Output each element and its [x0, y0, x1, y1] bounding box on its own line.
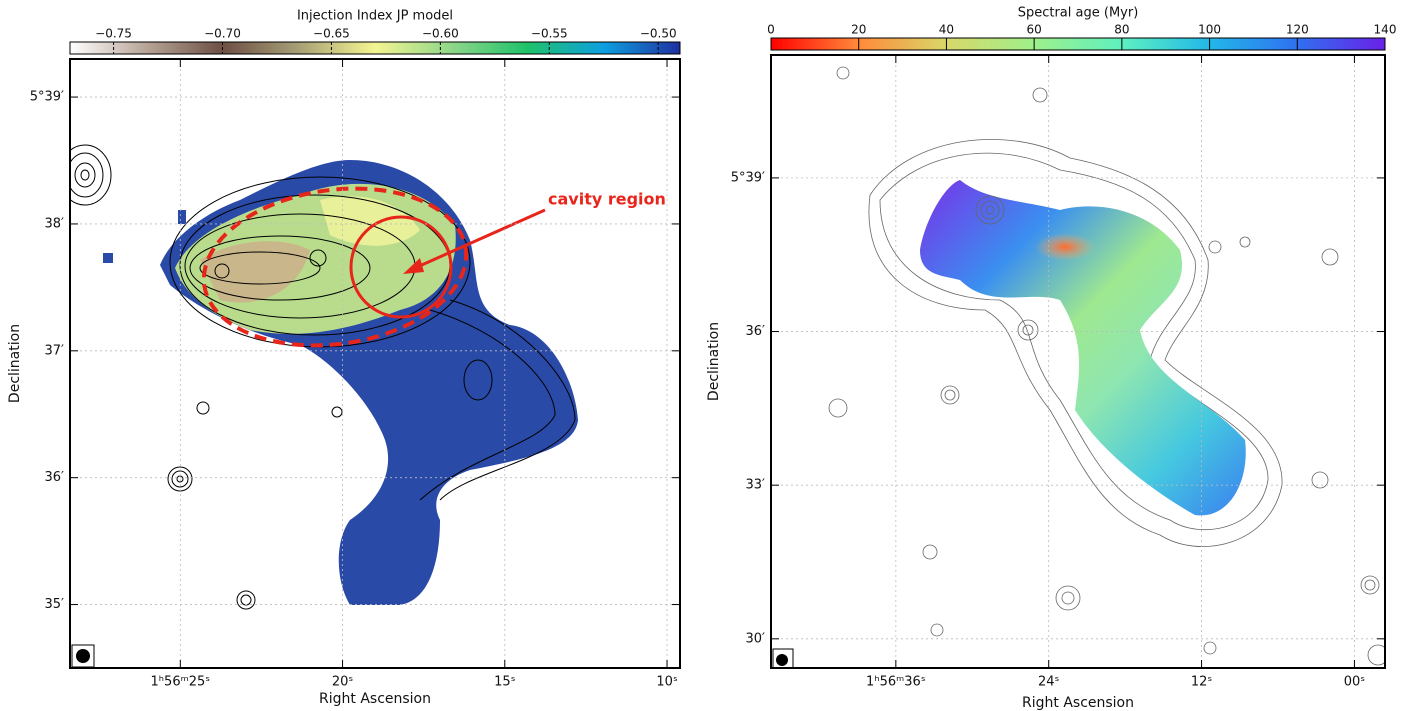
y-axis-label: Declination: [7, 324, 23, 403]
colorbar-tick-label: 120: [1286, 23, 1309, 37]
y-tick-label: 5°39′: [731, 170, 765, 185]
colorbar: [771, 38, 1385, 50]
colorbar-tick-label: 100: [1198, 23, 1221, 37]
colorbar-tick-label: 0: [767, 23, 775, 37]
colorbar-tick-label: 20: [851, 23, 866, 37]
x-tick-label: 12ˢ: [1191, 675, 1213, 690]
colorbar-tick-label: 140: [1374, 23, 1397, 37]
colorbar-tick-label: 60: [1027, 23, 1042, 37]
x-tick-label: 00ˢ: [1344, 675, 1366, 690]
x-tick-label: 15ˢ: [494, 675, 516, 690]
figure: cavity region Injection Index JP model −0…: [0, 0, 1415, 711]
left-map: [59, 145, 578, 667]
y-tick-label: 36′: [746, 324, 766, 339]
plot-frame: [771, 55, 1385, 668]
x-tick-label: 20ˢ: [332, 675, 354, 690]
x-tick-label: 1ʰ56ᵐ25ˢ: [151, 675, 211, 690]
y-tick-label: 37′: [45, 343, 65, 358]
right-map: [773, 67, 1388, 669]
x-axis-label: Right Ascension: [1022, 695, 1134, 711]
x-tick-label: 10ˢ: [656, 675, 678, 690]
colorbar-tick-label: −0.55: [531, 27, 568, 41]
x-tick-label: 1ʰ56ᵐ36ˢ: [866, 675, 926, 690]
x-axis-label: Right Ascension: [319, 691, 431, 707]
y-tick-label: 5°39′: [30, 90, 64, 105]
colorbar-label: Injection Index JP model: [297, 9, 453, 24]
y-tick-label: 36′: [45, 470, 65, 485]
annotation: cavity region: [548, 190, 666, 209]
y-tick-label: 35′: [45, 597, 65, 612]
colorbar: [70, 42, 680, 54]
colorbar-label: Spectral age (Myr): [1018, 6, 1139, 21]
y-tick-label: 30′: [746, 631, 766, 646]
colorbar-tick-label: −0.50: [640, 27, 677, 41]
y-tick-label: 33′: [746, 478, 766, 493]
colorbar-tick-label: 40: [939, 23, 954, 37]
y-axis-label: Declination: [706, 322, 722, 401]
colorbar-tick-label: −0.65: [313, 27, 350, 41]
colorbar-tick-label: −0.75: [95, 27, 132, 41]
y-tick-label: 38′: [45, 216, 65, 231]
colorbar-tick-label: 80: [1114, 23, 1129, 37]
colorbar-tick-label: −0.70: [204, 27, 241, 41]
x-tick-label: 24ˢ: [1038, 675, 1060, 690]
colorbar-tick-label: −0.60: [422, 27, 459, 41]
